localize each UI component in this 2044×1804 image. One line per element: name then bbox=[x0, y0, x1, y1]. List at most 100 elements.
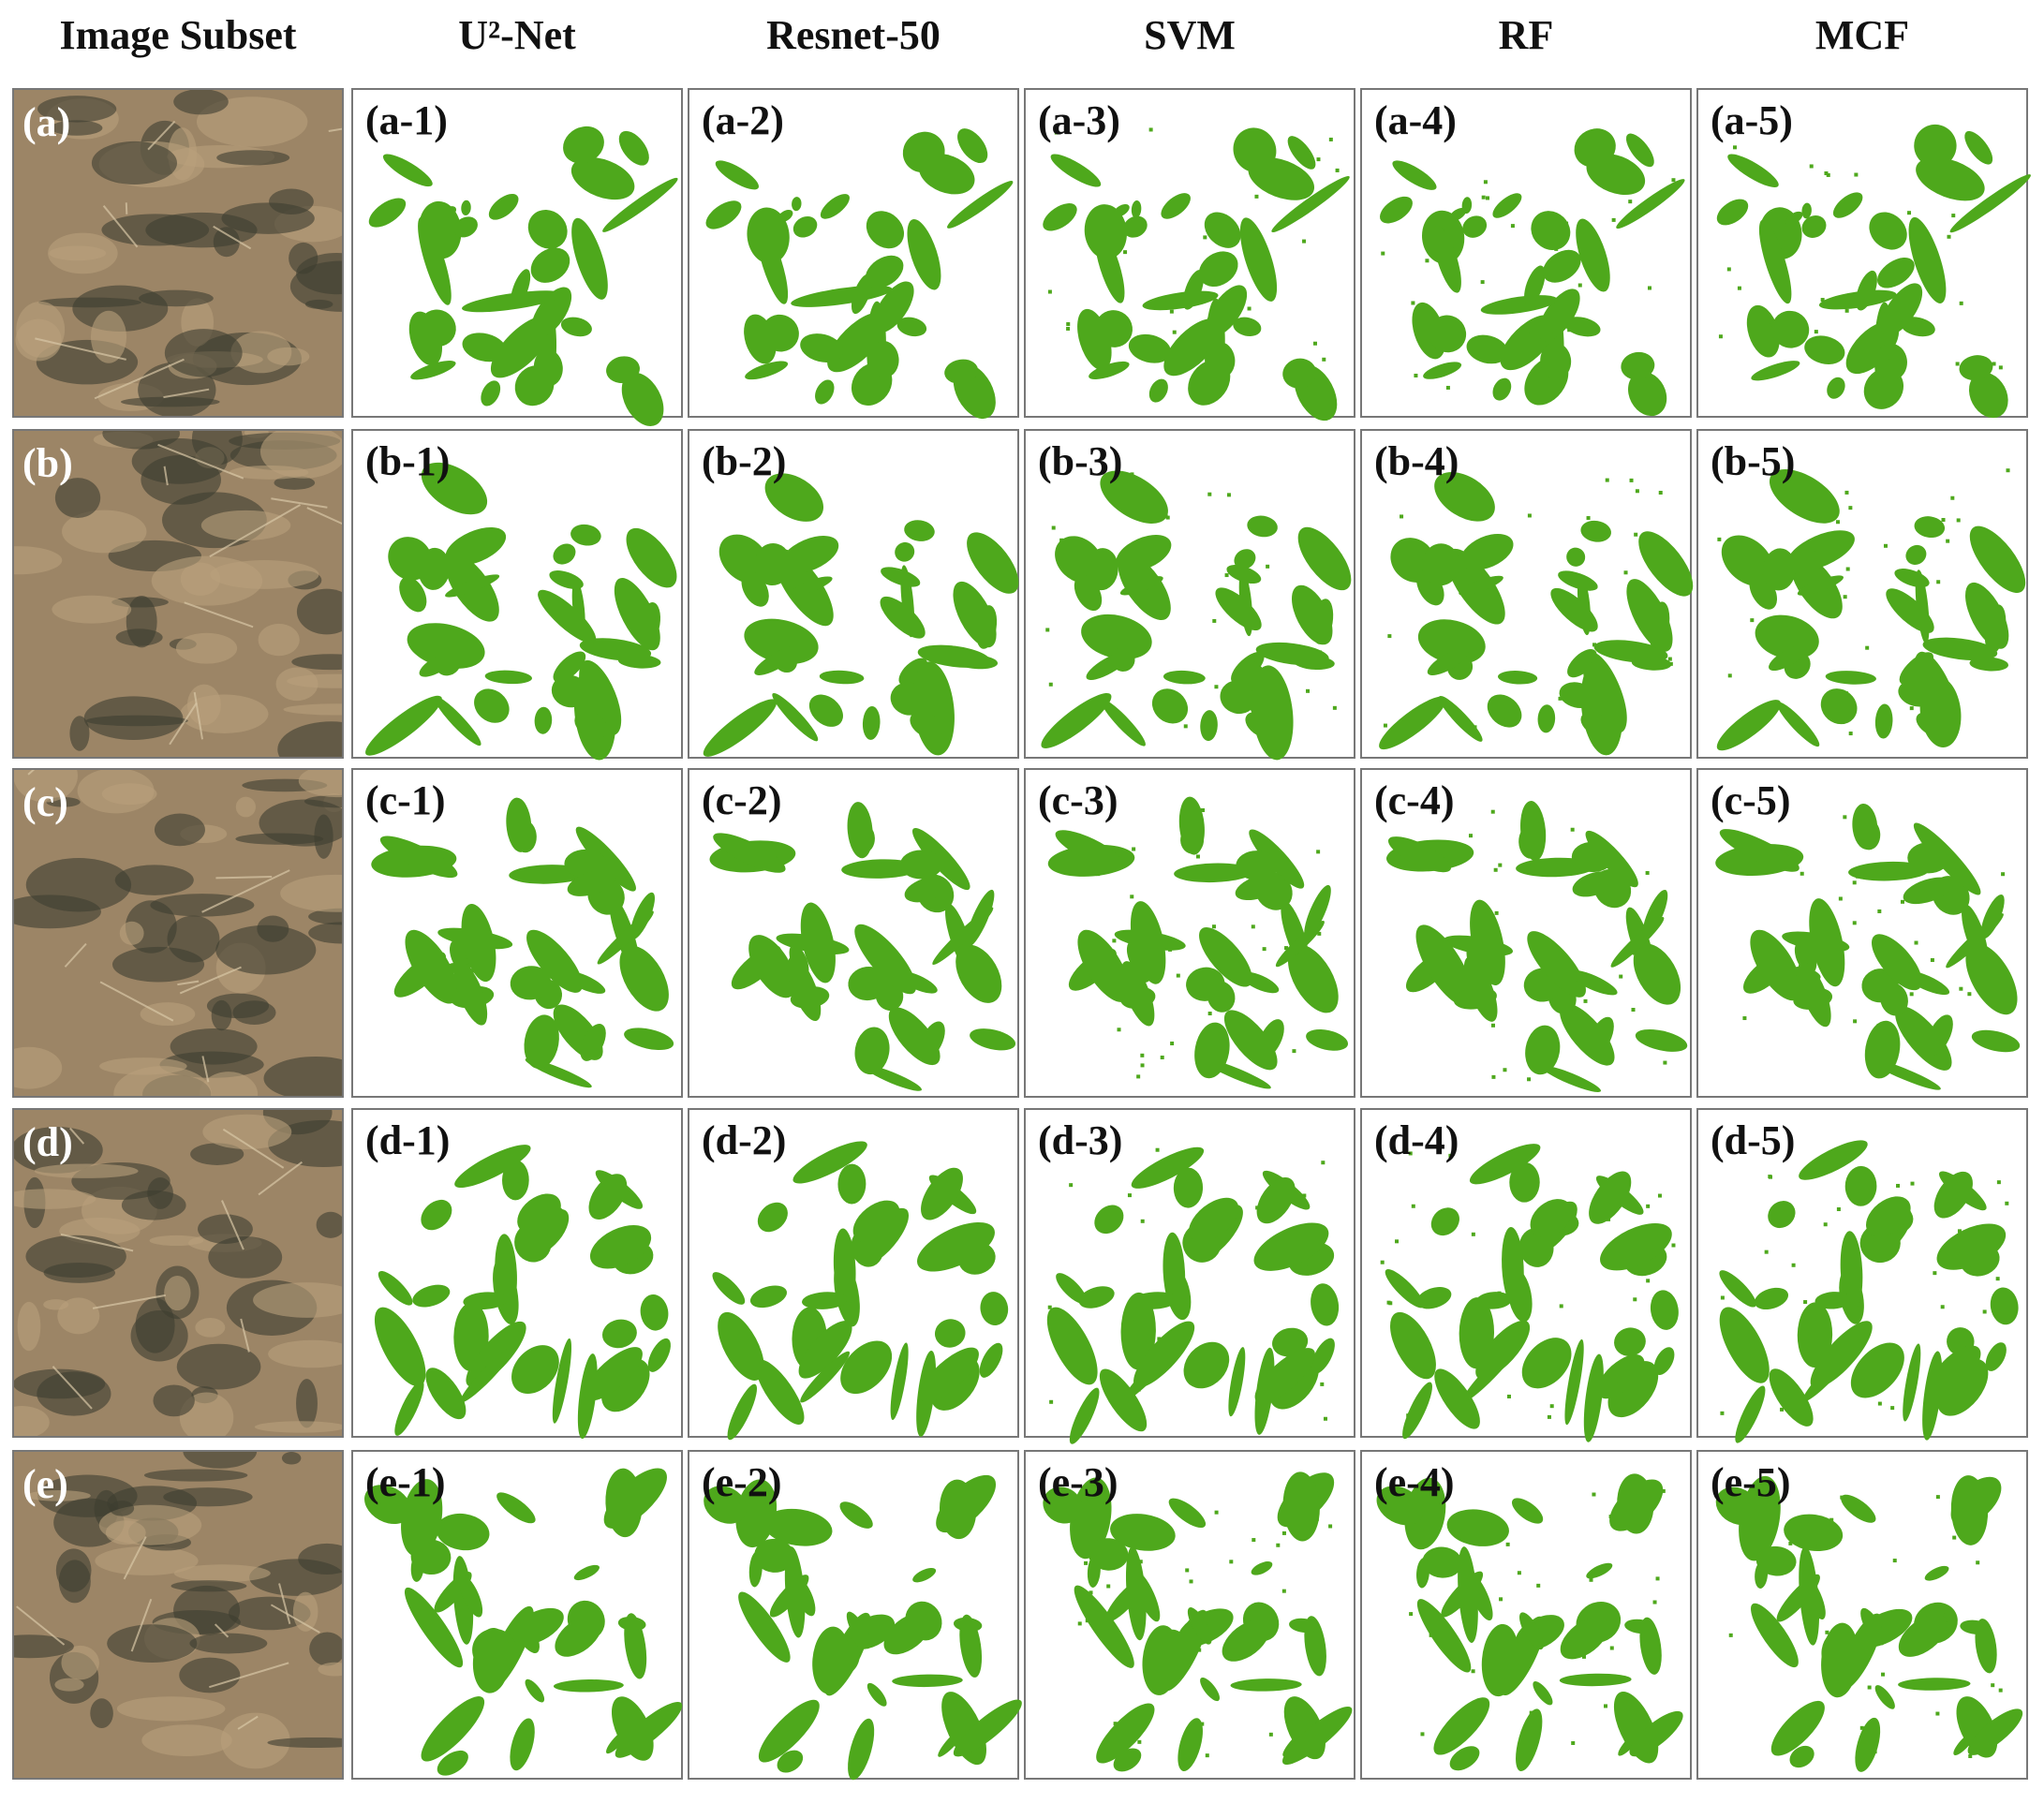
speckle bbox=[1856, 1302, 1860, 1307]
vegetation bbox=[379, 835, 458, 879]
panel-label: (d-5) bbox=[1711, 1117, 1795, 1163]
vegetation bbox=[1122, 1338, 1184, 1402]
speckle bbox=[1877, 909, 1882, 913]
speckle bbox=[1505, 1542, 1510, 1546]
speckle bbox=[1808, 990, 1813, 995]
speckle bbox=[1933, 1271, 1937, 1276]
speckle bbox=[1207, 1012, 1212, 1016]
vegetation bbox=[629, 892, 655, 939]
speckle bbox=[1876, 1023, 1881, 1028]
ridge bbox=[157, 443, 244, 480]
vegetation bbox=[802, 1292, 848, 1309]
terrain bbox=[216, 150, 290, 166]
terrain bbox=[269, 188, 314, 215]
terrain bbox=[154, 813, 205, 847]
speckle bbox=[1783, 1606, 1787, 1611]
speckle bbox=[1825, 1630, 1829, 1634]
speckle bbox=[1197, 1648, 1202, 1652]
speckle bbox=[1420, 1571, 1425, 1575]
speckle bbox=[1554, 246, 1559, 251]
vegetation bbox=[378, 1271, 413, 1306]
terrain bbox=[195, 1317, 226, 1338]
vegetation bbox=[1872, 934, 1922, 991]
speckle bbox=[1487, 602, 1491, 607]
speckle bbox=[1656, 965, 1661, 969]
terrain bbox=[263, 1056, 343, 1097]
vegetation bbox=[1198, 251, 1238, 288]
vegetation bbox=[1255, 642, 1329, 666]
vegetation bbox=[526, 929, 583, 993]
speckle bbox=[1976, 1560, 1980, 1565]
vegetation bbox=[1511, 1498, 1544, 1524]
terrain bbox=[170, 1580, 247, 1592]
panel-label: (c-3) bbox=[1038, 777, 1118, 823]
speckle bbox=[1956, 518, 1961, 523]
speckle bbox=[1836, 1207, 1841, 1212]
speckle bbox=[1406, 1413, 1411, 1418]
speckle bbox=[1274, 170, 1279, 174]
speckle bbox=[1604, 1704, 1608, 1708]
vegetation bbox=[1540, 342, 1572, 380]
ridge bbox=[179, 966, 242, 995]
speckle bbox=[1380, 1260, 1385, 1264]
speckle bbox=[1089, 1590, 1093, 1595]
speckle bbox=[1163, 514, 1168, 519]
speckle bbox=[1471, 1232, 1475, 1236]
vegetation bbox=[883, 1612, 932, 1655]
speckle bbox=[1126, 474, 1131, 479]
vegetation bbox=[1762, 548, 1797, 591]
speckle bbox=[1750, 618, 1755, 623]
vegetation bbox=[800, 333, 844, 362]
vegetation bbox=[1110, 1514, 1176, 1551]
speckle bbox=[1296, 1236, 1301, 1241]
speckle bbox=[1317, 931, 1322, 936]
vegetation bbox=[549, 570, 584, 589]
vegetation bbox=[705, 200, 742, 229]
vegetation bbox=[902, 131, 945, 173]
speckle bbox=[1635, 489, 1639, 494]
speckle bbox=[1652, 1600, 1657, 1604]
vegetation bbox=[454, 1145, 531, 1189]
vegetation bbox=[754, 543, 792, 586]
speckle bbox=[1815, 1376, 1820, 1381]
vegetation bbox=[851, 274, 872, 315]
vegetation bbox=[1538, 288, 1580, 342]
vegetation bbox=[1376, 1486, 1424, 1526]
vegetation bbox=[1965, 943, 2018, 1015]
speckle bbox=[2001, 872, 2006, 877]
panel-label: (e-4) bbox=[1374, 1459, 1455, 1505]
panel-label: (a-1) bbox=[365, 97, 448, 143]
speckle bbox=[1497, 1291, 1502, 1295]
speckle bbox=[1488, 969, 1492, 973]
vegetation bbox=[1043, 1486, 1083, 1524]
speckle bbox=[1183, 724, 1188, 729]
vegetation bbox=[584, 1347, 643, 1401]
vegetation bbox=[647, 1338, 671, 1372]
vegetation bbox=[412, 1284, 451, 1308]
terrain bbox=[90, 1698, 113, 1729]
terrain bbox=[91, 140, 178, 185]
vegetation bbox=[1050, 154, 1102, 187]
vegetation bbox=[579, 638, 652, 661]
vegetation bbox=[1233, 127, 1277, 173]
vegetation bbox=[1650, 1290, 1679, 1330]
speckle bbox=[1517, 1571, 1521, 1575]
vegetation bbox=[744, 618, 819, 664]
vegetation bbox=[1894, 569, 1930, 588]
speckle bbox=[1247, 306, 1252, 311]
vegetation bbox=[1415, 924, 1474, 1007]
speckle bbox=[1592, 1492, 1596, 1497]
vegetation bbox=[1633, 943, 1681, 1005]
speckle bbox=[1811, 551, 1815, 555]
vegetation bbox=[605, 1468, 643, 1538]
speckle bbox=[1726, 267, 1731, 272]
vegetation bbox=[852, 1200, 900, 1243]
terrain bbox=[173, 89, 229, 115]
vegetation bbox=[1046, 1307, 1098, 1385]
speckle bbox=[1429, 1633, 1433, 1637]
terrain bbox=[267, 347, 310, 366]
speckle bbox=[1573, 977, 1577, 982]
vegetation bbox=[1770, 1700, 1825, 1756]
vegetation bbox=[1572, 871, 1616, 897]
speckle bbox=[1148, 127, 1153, 132]
